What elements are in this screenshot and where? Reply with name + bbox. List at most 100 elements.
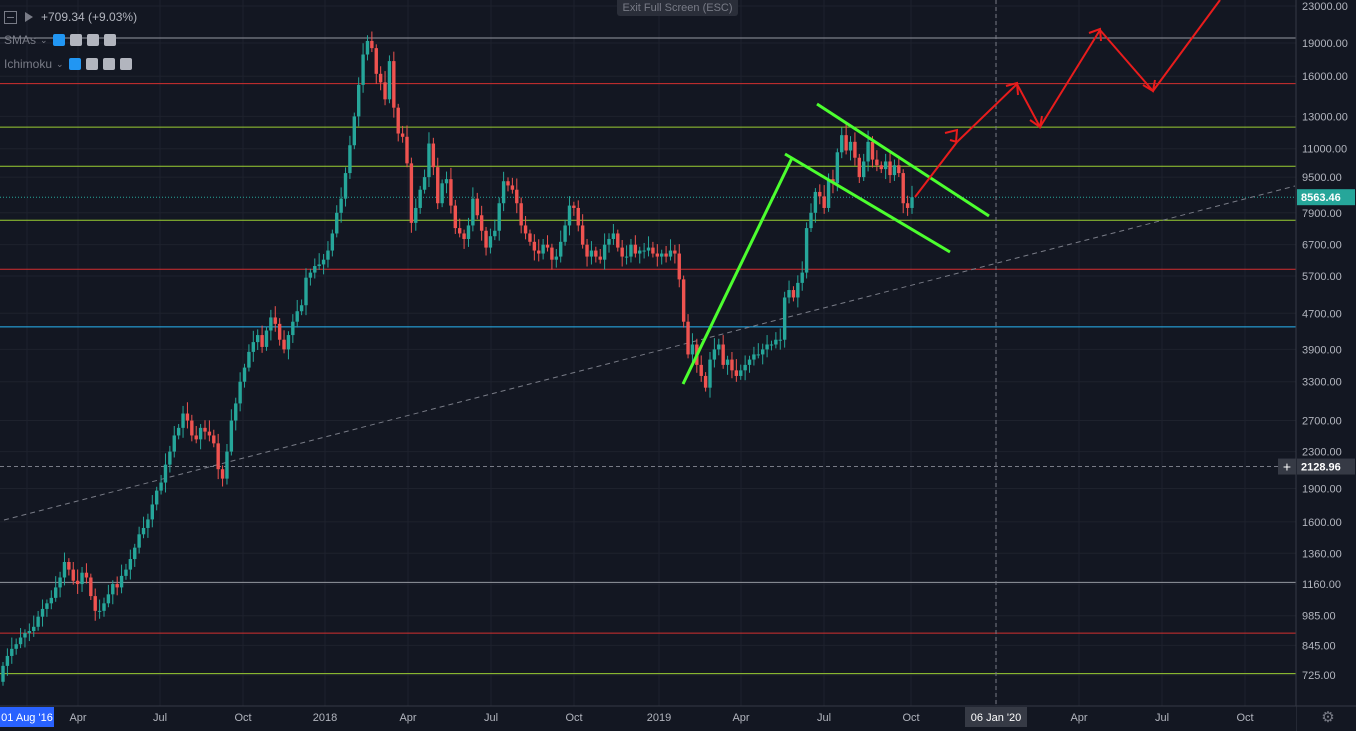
candle-body[interactable] <box>348 145 352 174</box>
candle-body[interactable] <box>176 427 181 436</box>
candle-body[interactable] <box>589 250 594 257</box>
settings-icon[interactable] <box>69 34 82 46</box>
candle-body[interactable] <box>53 587 58 598</box>
candle-body[interactable] <box>251 342 256 352</box>
candle-body[interactable] <box>436 167 440 204</box>
candle-body[interactable] <box>708 359 712 388</box>
candle-body[interactable] <box>602 244 607 260</box>
candle-body[interactable] <box>580 225 585 245</box>
candle-body[interactable] <box>238 381 242 404</box>
candle-body[interactable] <box>405 136 409 164</box>
candle-body[interactable] <box>361 54 365 85</box>
candle-body[interactable] <box>668 250 673 257</box>
candle-body[interactable] <box>133 547 137 560</box>
candle-body[interactable] <box>383 82 387 100</box>
candle-body[interactable] <box>1 665 5 682</box>
candle-body[interactable] <box>84 572 89 578</box>
candle-body[interactable] <box>299 305 304 312</box>
candle-body[interactable] <box>497 203 501 231</box>
candle-body[interactable] <box>690 344 695 355</box>
candle-body[interactable] <box>330 233 335 251</box>
candle-body[interactable] <box>80 572 84 585</box>
candle-body[interactable] <box>89 577 93 597</box>
candle-body[interactable] <box>308 272 313 278</box>
candle-body[interactable] <box>730 359 734 371</box>
candle-body[interactable] <box>111 584 115 595</box>
candle-body[interactable] <box>457 228 462 234</box>
candle-body[interactable] <box>172 435 176 452</box>
candle-body[interactable] <box>58 577 62 588</box>
candle-body[interactable] <box>146 519 150 528</box>
candle-body[interactable] <box>800 272 804 283</box>
candle-body[interactable] <box>5 655 10 666</box>
candle-body[interactable] <box>203 427 207 432</box>
candle-body[interactable] <box>220 469 225 479</box>
candle-body[interactable] <box>778 339 782 341</box>
candle-body[interactable] <box>870 141 875 160</box>
candle-body[interactable] <box>234 403 238 421</box>
candle-body[interactable] <box>365 40 370 55</box>
green-impulse-line[interactable] <box>681 157 794 385</box>
candle-body[interactable] <box>910 197 914 208</box>
candle-body[interactable] <box>216 443 220 470</box>
candle-body[interactable] <box>282 339 286 350</box>
candle-body[interactable] <box>264 330 269 347</box>
candle-body[interactable] <box>563 225 567 242</box>
candle-body[interactable] <box>721 344 725 365</box>
candle-body[interactable] <box>796 282 800 298</box>
candle-body[interactable] <box>71 569 75 581</box>
candle-body[interactable] <box>343 173 348 199</box>
candle-body[interactable] <box>655 253 660 257</box>
candle-body[interactable] <box>475 198 479 216</box>
candle-body[interactable] <box>835 152 840 184</box>
candle-body[interactable] <box>892 165 897 176</box>
candle-body[interactable] <box>611 233 616 239</box>
candle-body[interactable] <box>765 344 769 350</box>
candle-body[interactable] <box>624 256 629 258</box>
candle-body[interactable] <box>159 482 163 491</box>
candle-body[interactable] <box>659 253 664 257</box>
candle-body[interactable] <box>115 584 119 588</box>
candle-body[interactable] <box>681 279 686 322</box>
candle-body[interactable] <box>804 228 809 273</box>
candle-body[interactable] <box>813 191 818 213</box>
candle-body[interactable] <box>844 135 848 151</box>
candle-body[interactable] <box>848 141 853 151</box>
candle-body[interactable] <box>339 198 343 213</box>
candle-body[interactable] <box>853 141 857 158</box>
candle-body[interactable] <box>247 351 251 368</box>
candle-body[interactable] <box>23 633 27 638</box>
candle-body[interactable] <box>537 250 541 254</box>
candle-body[interactable] <box>414 207 418 223</box>
candle-body[interactable] <box>225 451 229 479</box>
candle-body[interactable] <box>409 163 414 223</box>
candle-body[interactable] <box>541 244 545 254</box>
candle-body[interactable] <box>75 580 80 585</box>
candle-body[interactable] <box>528 233 532 242</box>
candle-body[interactable] <box>260 335 264 347</box>
eye-icon[interactable] <box>68 58 81 70</box>
candle-body[interactable] <box>273 317 277 324</box>
candle-body[interactable] <box>558 241 563 257</box>
candle-body[interactable] <box>818 191 822 197</box>
candle-body[interactable] <box>313 266 317 273</box>
candle-body[interactable] <box>677 253 681 280</box>
candle-body[interactable] <box>10 648 14 656</box>
candle-body[interactable] <box>809 212 813 229</box>
candle-body[interactable] <box>646 247 651 251</box>
candle-body[interactable] <box>128 559 133 570</box>
candle-body[interactable] <box>352 116 357 146</box>
candle-body[interactable] <box>462 233 466 239</box>
candle-body[interactable] <box>207 431 212 436</box>
candle-body[interactable] <box>255 335 260 343</box>
candle-body[interactable] <box>501 181 506 204</box>
candle-body[interactable] <box>774 339 778 345</box>
candle-body[interactable] <box>712 349 717 360</box>
candle-body[interactable] <box>752 354 756 360</box>
candlestick-series[interactable] <box>1 31 914 686</box>
candle-body[interactable] <box>576 207 580 226</box>
candle-body[interactable] <box>598 256 602 260</box>
candle-body[interactable] <box>374 48 378 74</box>
settings-icon[interactable] <box>85 58 98 70</box>
x-axis-panel[interactable] <box>0 706 1296 731</box>
